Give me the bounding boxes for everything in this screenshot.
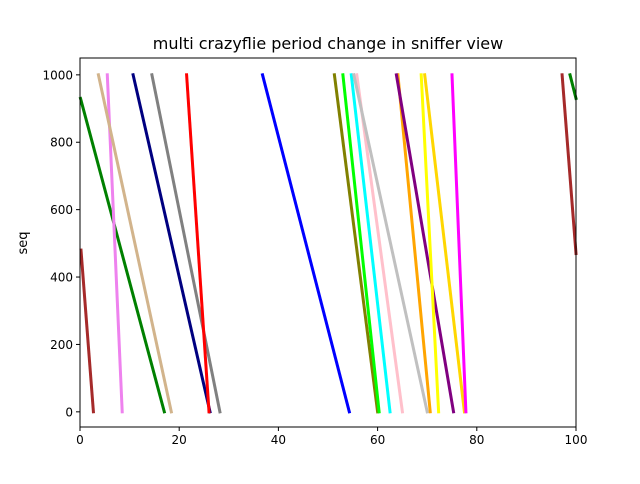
series-line-1-1	[568, 72, 578, 101]
y-tick-label: 800	[50, 136, 73, 150]
series-line-1-0	[78, 96, 167, 414]
x-tick-label: 80	[469, 433, 484, 447]
x-tick-label: 20	[172, 433, 187, 447]
series-line-12-0	[352, 73, 429, 414]
plot-frame	[79, 57, 577, 428]
series-line-13-0	[396, 73, 432, 414]
series-line-17-0	[450, 73, 468, 414]
series-line-0-0	[79, 248, 96, 414]
chart-title: multi crazyflie period change in sniffer…	[153, 34, 503, 53]
y-tick-label: 600	[50, 203, 73, 217]
series-line-0-1	[560, 73, 578, 256]
y-axis-label: seq	[16, 231, 31, 254]
series-layer	[78, 72, 578, 414]
y-tick-label: 0	[65, 405, 73, 419]
series-line-3-0	[96, 73, 174, 414]
y-axis: 0 200 400 600 800 1000	[42, 68, 80, 419]
series-line-7-0	[260, 72, 352, 414]
series-line-10-0	[349, 73, 392, 414]
series-line-15-0	[419, 73, 441, 414]
series-line-14-0	[394, 73, 456, 414]
y-tick-label: 1000	[42, 68, 73, 82]
x-axis: 0 20 40 60 80 100	[76, 427, 587, 447]
x-tick-label: 0	[76, 433, 84, 447]
x-tick-label: 40	[271, 433, 286, 447]
series-line-9-0	[341, 73, 381, 414]
series-line-6-0	[185, 73, 211, 414]
series-line-16-0	[423, 73, 467, 414]
series-line-11-0	[355, 73, 405, 414]
series-line-5-0	[150, 73, 222, 414]
x-tick-label: 60	[370, 433, 385, 447]
x-tick-label: 100	[565, 433, 588, 447]
series-line-4-0	[131, 73, 212, 414]
y-tick-label: 400	[50, 271, 73, 285]
series-line-8-0	[332, 73, 380, 414]
y-tick-label: 200	[50, 338, 73, 352]
